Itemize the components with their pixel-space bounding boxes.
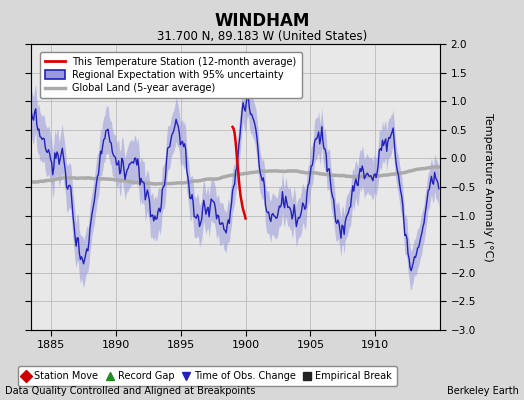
Text: Berkeley Earth: Berkeley Earth xyxy=(447,386,519,396)
Legend: Station Move, Record Gap, Time of Obs. Change, Empirical Break: Station Move, Record Gap, Time of Obs. C… xyxy=(18,366,397,386)
Text: 31.700 N, 89.183 W (United States): 31.700 N, 89.183 W (United States) xyxy=(157,30,367,43)
Text: Data Quality Controlled and Aligned at Breakpoints: Data Quality Controlled and Aligned at B… xyxy=(5,386,256,396)
Y-axis label: Temperature Anomaly (°C): Temperature Anomaly (°C) xyxy=(483,113,493,261)
Text: WINDHAM: WINDHAM xyxy=(214,12,310,30)
